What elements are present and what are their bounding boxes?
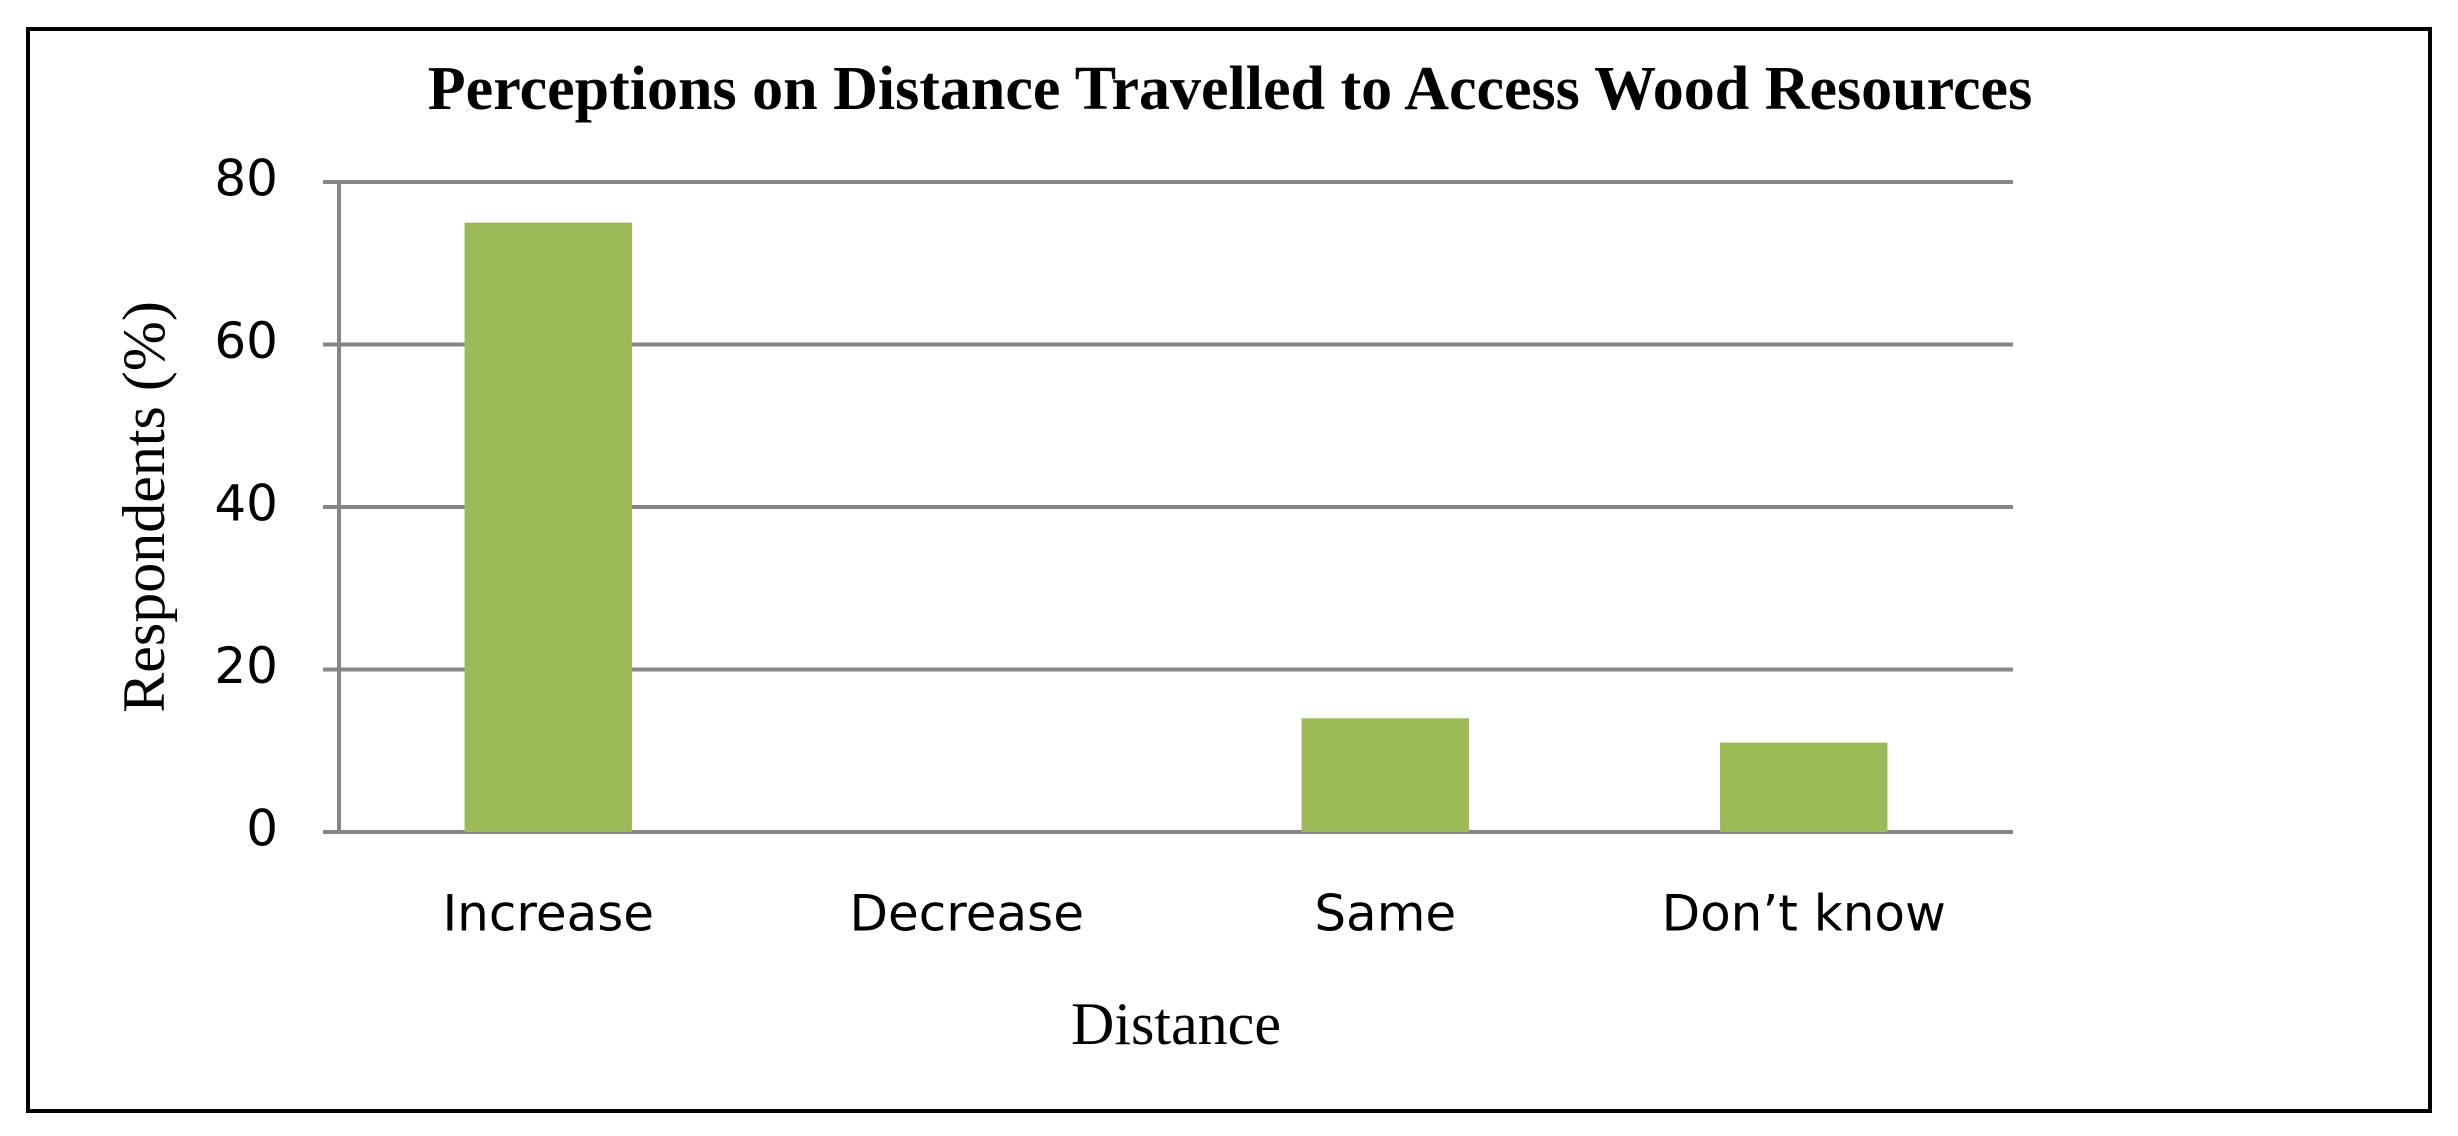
bar — [464, 222, 632, 832]
x-tick-label: Don’t know — [1662, 885, 1946, 943]
bar — [1720, 742, 1888, 832]
y-tick-label: 40 — [214, 475, 278, 533]
x-tick-label: Increase — [442, 885, 654, 943]
bar — [1301, 718, 1469, 832]
chart-border — [26, 27, 2432, 1113]
y-tick-label: 60 — [214, 312, 278, 370]
y-tick-label: 80 — [214, 150, 278, 208]
chart-title: Perceptions on Distance Travelled to Acc… — [428, 55, 2032, 123]
y-tick-label: 0 — [246, 800, 278, 858]
x-axis-title: Distance — [1071, 991, 1281, 1057]
x-tick-label: Decrease — [850, 885, 1084, 943]
y-axis-title: Respondents (%) — [111, 301, 177, 713]
y-tick-label: 20 — [214, 637, 278, 695]
x-tick-label: Same — [1314, 885, 1456, 943]
